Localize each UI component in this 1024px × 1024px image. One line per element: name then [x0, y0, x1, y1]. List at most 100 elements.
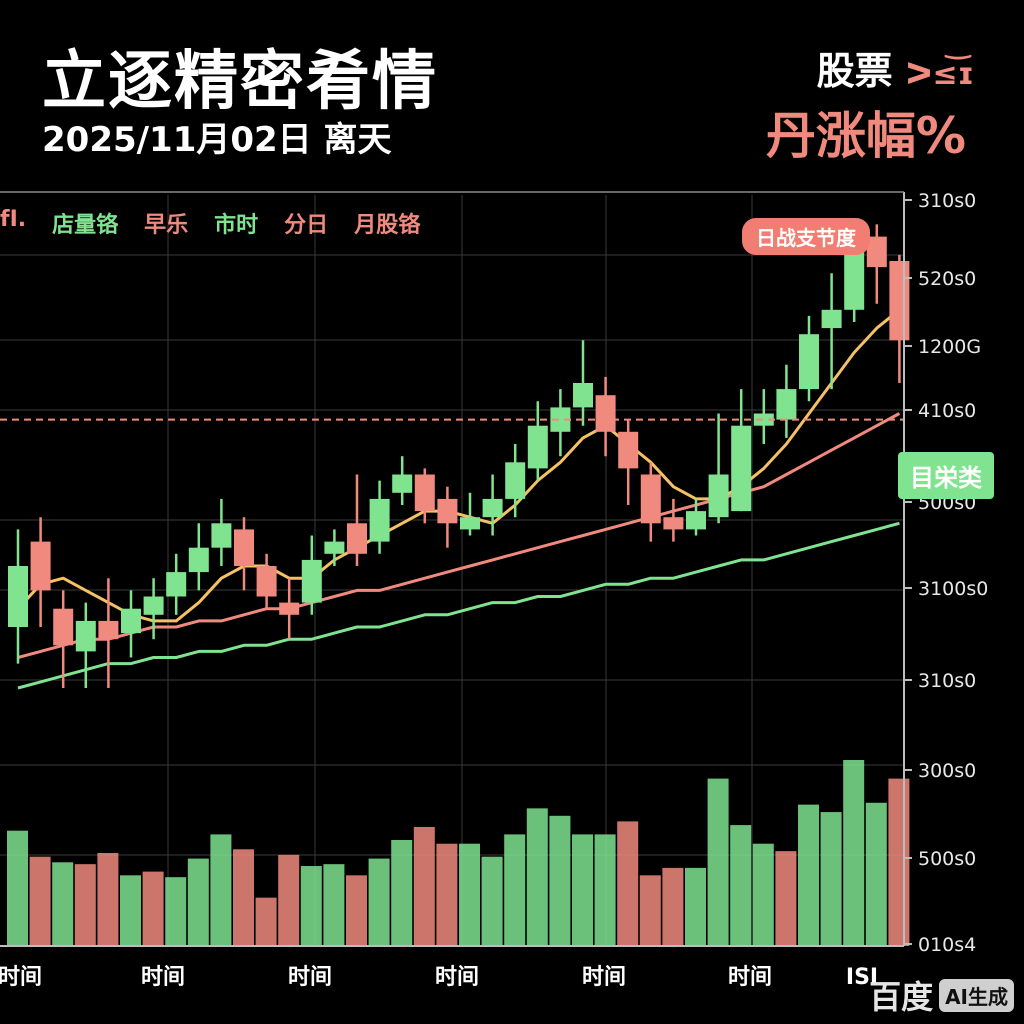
- candle: [482, 474, 503, 536]
- corner-label-change: 丹涨幅%: [765, 107, 966, 165]
- ma-mid-line: [17, 412, 901, 659]
- candle: [866, 224, 887, 304]
- candle-body: [414, 474, 435, 512]
- page-subtitle: 2025/11月02日 离天: [42, 120, 392, 160]
- candle-body: [279, 602, 300, 615]
- volume-bar: [233, 849, 254, 946]
- y-tick-label: 410s0: [918, 400, 976, 422]
- legend-item: 分日: [284, 213, 329, 238]
- candle-body: [640, 474, 661, 524]
- candle: [460, 492, 480, 536]
- candle-body: [821, 309, 842, 329]
- corner-label-accent: ᐳ≤͝ɪ: [905, 57, 974, 92]
- y-tick-label: 520s0: [918, 268, 976, 290]
- y-tick-label: 500s0: [918, 848, 976, 870]
- candle: [414, 468, 435, 524]
- y-tick-label: 310s0: [918, 670, 976, 692]
- candle: [347, 474, 367, 566]
- candle-body: [8, 566, 28, 627]
- y-tick-label: 300s0: [918, 760, 976, 782]
- y-tick-label: 1200G: [918, 336, 981, 358]
- candle-body: [98, 620, 119, 640]
- candle-body: [75, 620, 96, 652]
- volume-bar: [639, 875, 661, 946]
- candle: [30, 517, 51, 627]
- volume-bar: [368, 858, 390, 946]
- volume-bar: [549, 815, 571, 946]
- candle-body: [460, 517, 480, 530]
- candle: [799, 315, 819, 402]
- candle-body: [550, 407, 571, 432]
- volume-bar: [888, 778, 910, 946]
- candle-body: [437, 498, 458, 524]
- y-tick-label: 310s0: [918, 190, 976, 212]
- corner-label-text: 股票: [816, 49, 893, 93]
- legend-item: fI.: [0, 207, 27, 232]
- candle: [211, 498, 232, 566]
- candle-body: [708, 474, 729, 518]
- candle-body: [369, 498, 390, 542]
- annotation-label: 日战支节度: [742, 218, 870, 255]
- candle: [889, 254, 910, 383]
- volume-bar: [526, 808, 548, 946]
- y-tick-label: 3100s0: [918, 578, 988, 600]
- x-tick-label: 时间: [728, 965, 772, 990]
- volume-bar: [323, 864, 345, 946]
- candle-body: [527, 425, 548, 469]
- volume-bar: [481, 856, 503, 946]
- candle-body: [347, 523, 367, 554]
- candle-body: [753, 413, 774, 426]
- candle-body: [505, 462, 526, 499]
- volume-bar: [617, 821, 639, 946]
- candle-body: [776, 389, 797, 420]
- candle-body: [301, 559, 322, 603]
- volume-bar: [142, 871, 164, 946]
- candle-body: [53, 608, 74, 646]
- volume-bar: [74, 864, 96, 946]
- candles: [8, 224, 910, 688]
- candle-body: [30, 541, 51, 591]
- volume-bar: [255, 897, 277, 946]
- candle-body: [211, 523, 232, 548]
- candle-body: [166, 572, 187, 597]
- candle: [369, 480, 390, 554]
- volume-bar: [798, 804, 819, 946]
- volume-bar: [52, 862, 74, 946]
- candle: [753, 389, 774, 444]
- ma-long-line: [17, 521, 900, 690]
- candle: [573, 340, 593, 426]
- volume-bar: [820, 812, 842, 946]
- candle-body: [234, 529, 254, 566]
- candle-body: [392, 474, 413, 493]
- volume-bar: [165, 877, 187, 946]
- candle-body: [889, 261, 910, 341]
- reference-line-badge: 目栄类: [898, 452, 994, 499]
- candle: [256, 553, 277, 609]
- candle: [550, 389, 571, 457]
- volume-bar: [413, 826, 435, 946]
- candle: [279, 578, 300, 640]
- candle: [708, 413, 729, 524]
- candle: [8, 529, 28, 664]
- volume-bar: [572, 834, 593, 946]
- legend-item: 月股铬: [354, 213, 421, 238]
- candle: [776, 364, 797, 438]
- volume-bar: [594, 834, 616, 946]
- legend-item: 店量铬: [52, 213, 119, 238]
- candle-body: [731, 425, 752, 512]
- candle: [527, 401, 548, 481]
- volume-bar: [459, 843, 480, 946]
- candle: [505, 444, 526, 518]
- volume-bar: [843, 760, 865, 946]
- x-tick-label: 时间: [435, 965, 479, 990]
- candle: [392, 456, 413, 505]
- candle-body: [686, 511, 706, 530]
- volume-bar: [278, 854, 300, 946]
- volume-bar: [436, 843, 458, 946]
- volume-bar: [752, 843, 774, 946]
- volume-bars: [7, 760, 910, 946]
- candle: [595, 376, 616, 457]
- moving-averages: [16, 308, 901, 690]
- volume-bar: [97, 853, 119, 946]
- y-tick-label: 010s4: [918, 934, 976, 956]
